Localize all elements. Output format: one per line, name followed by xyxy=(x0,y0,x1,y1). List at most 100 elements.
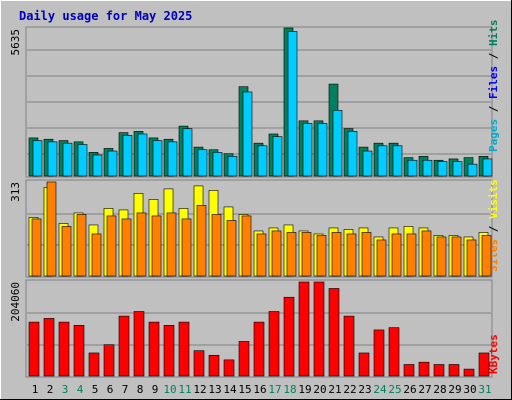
x-label-day-26: 26 xyxy=(403,383,416,396)
bar-kbytes-day-12 xyxy=(193,350,205,377)
x-label-day-24: 24 xyxy=(373,383,387,396)
bar-sites-day-15 xyxy=(241,215,252,277)
bar-files-day-31 xyxy=(482,158,493,177)
bar-kbytes-day-27 xyxy=(418,361,430,377)
bar-files-day-22 xyxy=(347,131,358,177)
x-label-day-20: 20 xyxy=(313,383,326,396)
bar-sites-day-10 xyxy=(166,212,177,277)
bars-hits-files-pages xyxy=(28,27,493,177)
right-legend: Pages / Files / Hits xyxy=(487,20,500,153)
bar-sites-day-12 xyxy=(196,205,207,277)
y-max-label: 313 xyxy=(9,182,22,202)
bar-files-day-11 xyxy=(182,128,193,177)
bar-files-day-6 xyxy=(107,150,118,177)
x-label-day-3: 3 xyxy=(62,383,69,396)
bar-files-day-27 xyxy=(422,159,433,177)
bar-files-day-9 xyxy=(152,140,163,177)
bar-sites-day-18 xyxy=(286,232,297,277)
bar-kbytes-day-30 xyxy=(463,368,475,377)
bar-kbytes-day-11 xyxy=(178,321,190,377)
bar-sites-day-11 xyxy=(181,218,192,277)
bar-kbytes-day-14 xyxy=(223,359,235,377)
bar-files-day-21 xyxy=(332,110,343,177)
bar-files-day-7 xyxy=(122,134,133,177)
bar-sites-day-27 xyxy=(421,230,432,277)
right-legend: Sites / Visits xyxy=(487,179,500,272)
bars-kbytes xyxy=(28,281,490,377)
bar-sites-day-17 xyxy=(271,230,282,277)
bar-kbytes-day-31 xyxy=(478,352,490,377)
bar-kbytes-day-20 xyxy=(313,281,325,377)
bar-sites-day-28 xyxy=(436,236,447,277)
x-label-day-28: 28 xyxy=(433,383,446,396)
x-label-day-4: 4 xyxy=(77,383,84,396)
bar-files-day-10 xyxy=(167,141,178,177)
bar-files-day-26 xyxy=(407,159,418,177)
kbytes-panel: 204060 KBytes xyxy=(9,279,500,378)
bar-kbytes-day-5 xyxy=(88,352,100,377)
bar-sites-day-29 xyxy=(451,236,462,277)
bar-sites-day-1 xyxy=(31,218,42,277)
bar-files-day-19 xyxy=(302,123,313,177)
bar-sites-day-21 xyxy=(331,232,342,277)
x-label-day-10: 10 xyxy=(163,383,176,396)
bar-sites-day-31 xyxy=(481,235,492,277)
bar-files-day-17 xyxy=(272,136,283,177)
bar-files-day-3 xyxy=(62,142,73,177)
bar-files-day-12 xyxy=(197,149,208,177)
bar-kbytes-day-29 xyxy=(448,364,460,377)
bar-files-day-23 xyxy=(362,150,373,177)
bar-sites-day-23 xyxy=(361,232,372,277)
x-label-day-1: 1 xyxy=(32,383,39,396)
x-label-day-9: 9 xyxy=(152,383,159,396)
bar-files-day-2 xyxy=(47,141,58,177)
bar-kbytes-day-17 xyxy=(268,311,280,377)
x-label-day-15: 15 xyxy=(238,383,251,396)
bar-kbytes-day-2 xyxy=(43,318,55,377)
bar-kbytes-day-25 xyxy=(388,327,400,377)
bar-sites-day-20 xyxy=(316,235,327,277)
bar-kbytes-day-1 xyxy=(28,321,40,377)
x-label-day-30: 30 xyxy=(463,383,476,396)
bar-files-day-1 xyxy=(32,140,43,177)
x-label-day-17: 17 xyxy=(268,383,281,396)
bar-sites-day-13 xyxy=(211,214,222,277)
x-label-day-16: 16 xyxy=(253,383,266,396)
bar-kbytes-day-9 xyxy=(148,321,160,377)
x-label-day-18: 18 xyxy=(283,383,296,396)
x-label-day-13: 13 xyxy=(208,383,221,396)
bar-files-day-24 xyxy=(377,145,388,177)
x-label-day-11: 11 xyxy=(178,383,191,396)
x-label-day-22: 22 xyxy=(343,383,356,396)
bar-kbytes-day-23 xyxy=(358,352,370,377)
y-max-label: 204060 xyxy=(9,282,22,322)
x-label-day-6: 6 xyxy=(107,383,114,396)
bar-kbytes-day-26 xyxy=(403,364,415,377)
x-label-day-2: 2 xyxy=(47,383,54,396)
bar-files-day-14 xyxy=(227,156,238,177)
bars-visits-sites xyxy=(28,181,492,277)
bar-files-day-29 xyxy=(452,161,463,177)
bar-sites-day-8 xyxy=(136,212,147,277)
bar-sites-day-16 xyxy=(256,233,267,277)
bar-kbytes-day-28 xyxy=(433,364,445,377)
bar-sites-day-4 xyxy=(76,214,87,277)
bar-kbytes-day-22 xyxy=(343,315,355,377)
bar-kbytes-day-4 xyxy=(73,325,85,377)
bar-sites-day-26 xyxy=(406,233,417,277)
hits-files-pages-panel: 5635 Pages / Files / Hits xyxy=(9,20,500,178)
x-label-day-31: 31 xyxy=(478,383,491,396)
bar-kbytes-day-6 xyxy=(103,344,115,377)
bar-sites-day-14 xyxy=(226,220,237,277)
bar-kbytes-day-16 xyxy=(253,321,265,377)
bar-files-day-13 xyxy=(212,152,223,177)
bar-sites-day-19 xyxy=(301,232,312,277)
bar-sites-day-30 xyxy=(466,239,477,277)
bar-kbytes-day-13 xyxy=(208,354,220,377)
bar-kbytes-day-24 xyxy=(373,329,385,377)
bar-kbytes-day-10 xyxy=(163,325,175,377)
chart-title: Daily usage for May 2025 xyxy=(19,9,192,23)
bar-files-day-25 xyxy=(392,145,403,177)
x-label-day-27: 27 xyxy=(418,383,431,396)
bar-files-day-18 xyxy=(287,31,298,177)
